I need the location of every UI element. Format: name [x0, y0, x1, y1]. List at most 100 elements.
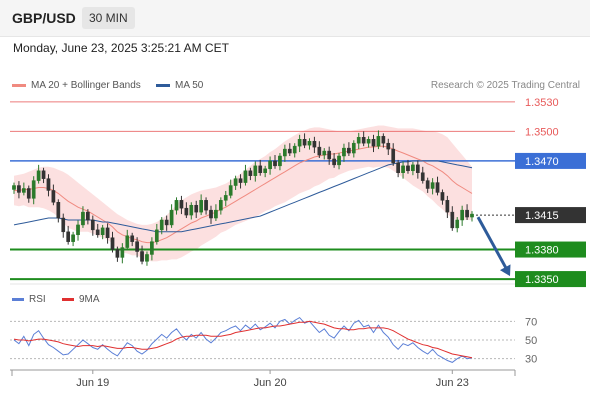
candle-body — [110, 237, 115, 250]
candle-body — [120, 247, 125, 258]
candle-body — [263, 168, 268, 173]
bollinger-band — [14, 125, 472, 262]
candle-body — [164, 219, 169, 226]
level-label-1.3380: 1.3380 — [525, 245, 559, 257]
candle-body — [135, 241, 139, 252]
x-tick-label-Jun 23: Jun 23 — [436, 377, 469, 389]
candle-body — [154, 229, 159, 242]
rsi-series-9MA — [13, 320, 473, 359]
candle-body — [66, 231, 71, 242]
x-tick-label-Jun 19: Jun 19 — [76, 377, 109, 389]
candle-body — [460, 209, 465, 221]
candle-body — [381, 136, 386, 144]
candle-body — [36, 170, 41, 181]
candle-body — [90, 219, 95, 231]
candle-body — [223, 195, 228, 201]
level-label-1.3350: 1.3350 — [525, 274, 559, 286]
candle-body — [283, 148, 287, 157]
candle-body — [391, 148, 396, 164]
legend-rsi: RSI — [12, 294, 46, 305]
candle-body — [46, 178, 51, 191]
candle-body — [450, 211, 455, 229]
legend-label-ma50: MA 50 — [175, 80, 204, 91]
candle-body — [51, 190, 56, 203]
candle-body — [21, 188, 26, 193]
legend-label-rsi: RSI — [29, 294, 46, 305]
candle-body — [351, 142, 356, 154]
legend-label-9ma: 9MA — [79, 294, 100, 305]
datetime-label: Monday, June 23, 2025 3:25:21 AM CET — [13, 41, 229, 55]
candle-body — [371, 139, 376, 147]
candle-body — [204, 200, 208, 211]
candle-body — [327, 150, 332, 160]
candle-body — [199, 200, 203, 213]
candle-body — [184, 207, 189, 216]
candle-body — [12, 185, 16, 190]
x-tick-label-Jun 20: Jun 20 — [254, 377, 287, 389]
candle-body — [366, 139, 371, 144]
candle-body — [61, 217, 66, 233]
timeframe-button[interactable]: 30 MIN — [82, 7, 135, 29]
symbol-label: GBP/USD — [12, 10, 76, 26]
candle-body — [317, 146, 322, 156]
candle-body — [140, 251, 144, 262]
legend-swatch-ma50 — [156, 83, 170, 87]
forecast-arrow-head — [499, 264, 511, 277]
candle-body — [411, 164, 415, 172]
candle-body — [430, 182, 435, 189]
candle-body — [253, 165, 258, 176]
candle-body — [435, 182, 440, 193]
candle-body — [337, 155, 341, 166]
candle-body — [86, 211, 90, 221]
candle-body — [361, 137, 366, 144]
legend-label-bollinger: MA 20 + Bollinger Bands — [31, 80, 141, 91]
legend-swatch-9ma — [62, 297, 74, 301]
level-tag-1.3415 — [515, 207, 586, 224]
candle-body — [455, 219, 460, 229]
candle-body — [312, 140, 317, 148]
candle-body — [420, 172, 425, 181]
candle-body — [209, 209, 213, 219]
level-label-1.3470: 1.3470 — [525, 156, 559, 168]
candle-body — [322, 150, 327, 156]
candle-body — [228, 185, 233, 196]
candle-body — [445, 200, 450, 213]
chart-header: GBP/USD 30 MIN — [0, 0, 590, 37]
candle-body — [401, 165, 405, 173]
candle-body — [95, 229, 100, 236]
rsi-tick-70: 70 — [525, 316, 537, 328]
candle-body — [243, 170, 248, 183]
candle-body — [125, 235, 130, 248]
candle-body — [342, 147, 346, 157]
candle-body — [26, 188, 31, 199]
candle-body — [396, 162, 400, 173]
candle-body — [81, 211, 85, 226]
candle-body — [71, 234, 75, 242]
candle-body — [376, 136, 381, 147]
level-label-1.3500: 1.3500 — [525, 126, 559, 138]
legend-bollinger: MA 20 + Bollinger Bands — [12, 80, 141, 91]
candle-body — [415, 164, 420, 173]
forecast-arrow — [476, 216, 508, 269]
candle-body — [292, 145, 297, 154]
candle-body — [347, 147, 351, 154]
candle-body — [194, 204, 199, 213]
candle-body — [214, 209, 218, 219]
level-label-1.3415: 1.3415 — [525, 210, 559, 222]
candle-body — [238, 178, 243, 183]
candle-body — [105, 227, 110, 238]
candle-body — [159, 219, 164, 231]
candle-body — [150, 241, 154, 255]
candle-body — [332, 158, 336, 166]
legend-swatch-bollinger — [12, 83, 26, 87]
level-tag-1.3470 — [515, 152, 586, 169]
candle-body — [248, 170, 253, 176]
candle-body — [440, 192, 445, 201]
legend-swatch-rsi — [12, 297, 24, 301]
candle-body — [297, 139, 302, 147]
candle-body — [189, 204, 194, 216]
candle-body — [169, 209, 174, 226]
candle-body — [41, 170, 46, 179]
candle-body — [406, 165, 410, 172]
